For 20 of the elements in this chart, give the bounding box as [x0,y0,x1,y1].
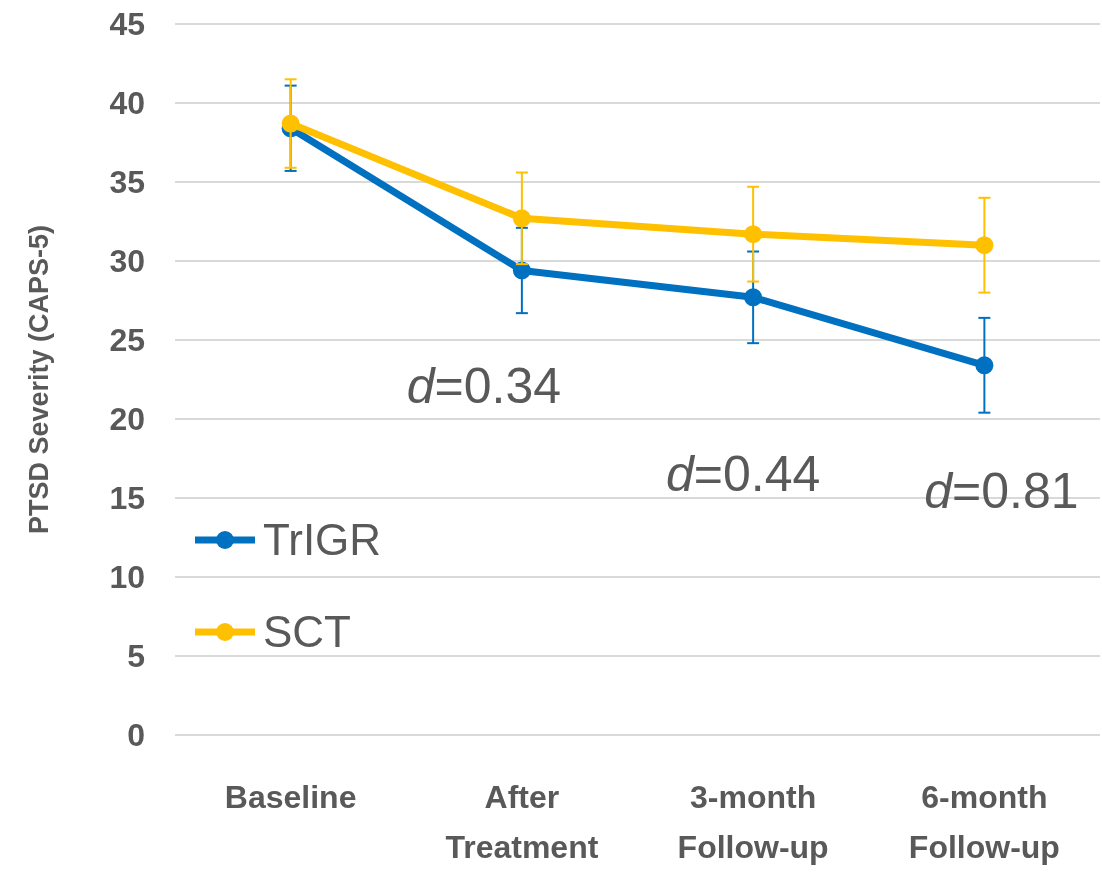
y-tick-label: 35 [109,164,145,201]
legend-label: TrIGR [263,515,382,565]
y-tick-label: 0 [127,717,145,754]
y-tick-label: 15 [109,480,145,517]
y-tick-label: 40 [109,85,145,122]
legend-label: SCT [263,607,351,657]
x-tick-label: 6-month Follow-up [908,779,1060,865]
y-tick-label: 20 [109,401,145,438]
x-tick-label: 3-month Follow-up [677,779,829,865]
x-tick-label: Baseline [224,779,357,815]
annotation: d=0.81 [924,462,1079,519]
annotation: d=0.44 [665,445,821,502]
y-axis-title: PTSD Severity (CAPS-5) [24,224,54,535]
y-tick-label: 25 [109,322,145,359]
x-tick-label: After Treatment [445,779,599,865]
annotation: d=0.34 [406,357,562,414]
y-tick-label: 5 [127,638,145,675]
y-tick-label: 30 [109,243,145,280]
y-tick-label: 10 [109,559,145,596]
y-tick-label: 45 [109,6,145,43]
